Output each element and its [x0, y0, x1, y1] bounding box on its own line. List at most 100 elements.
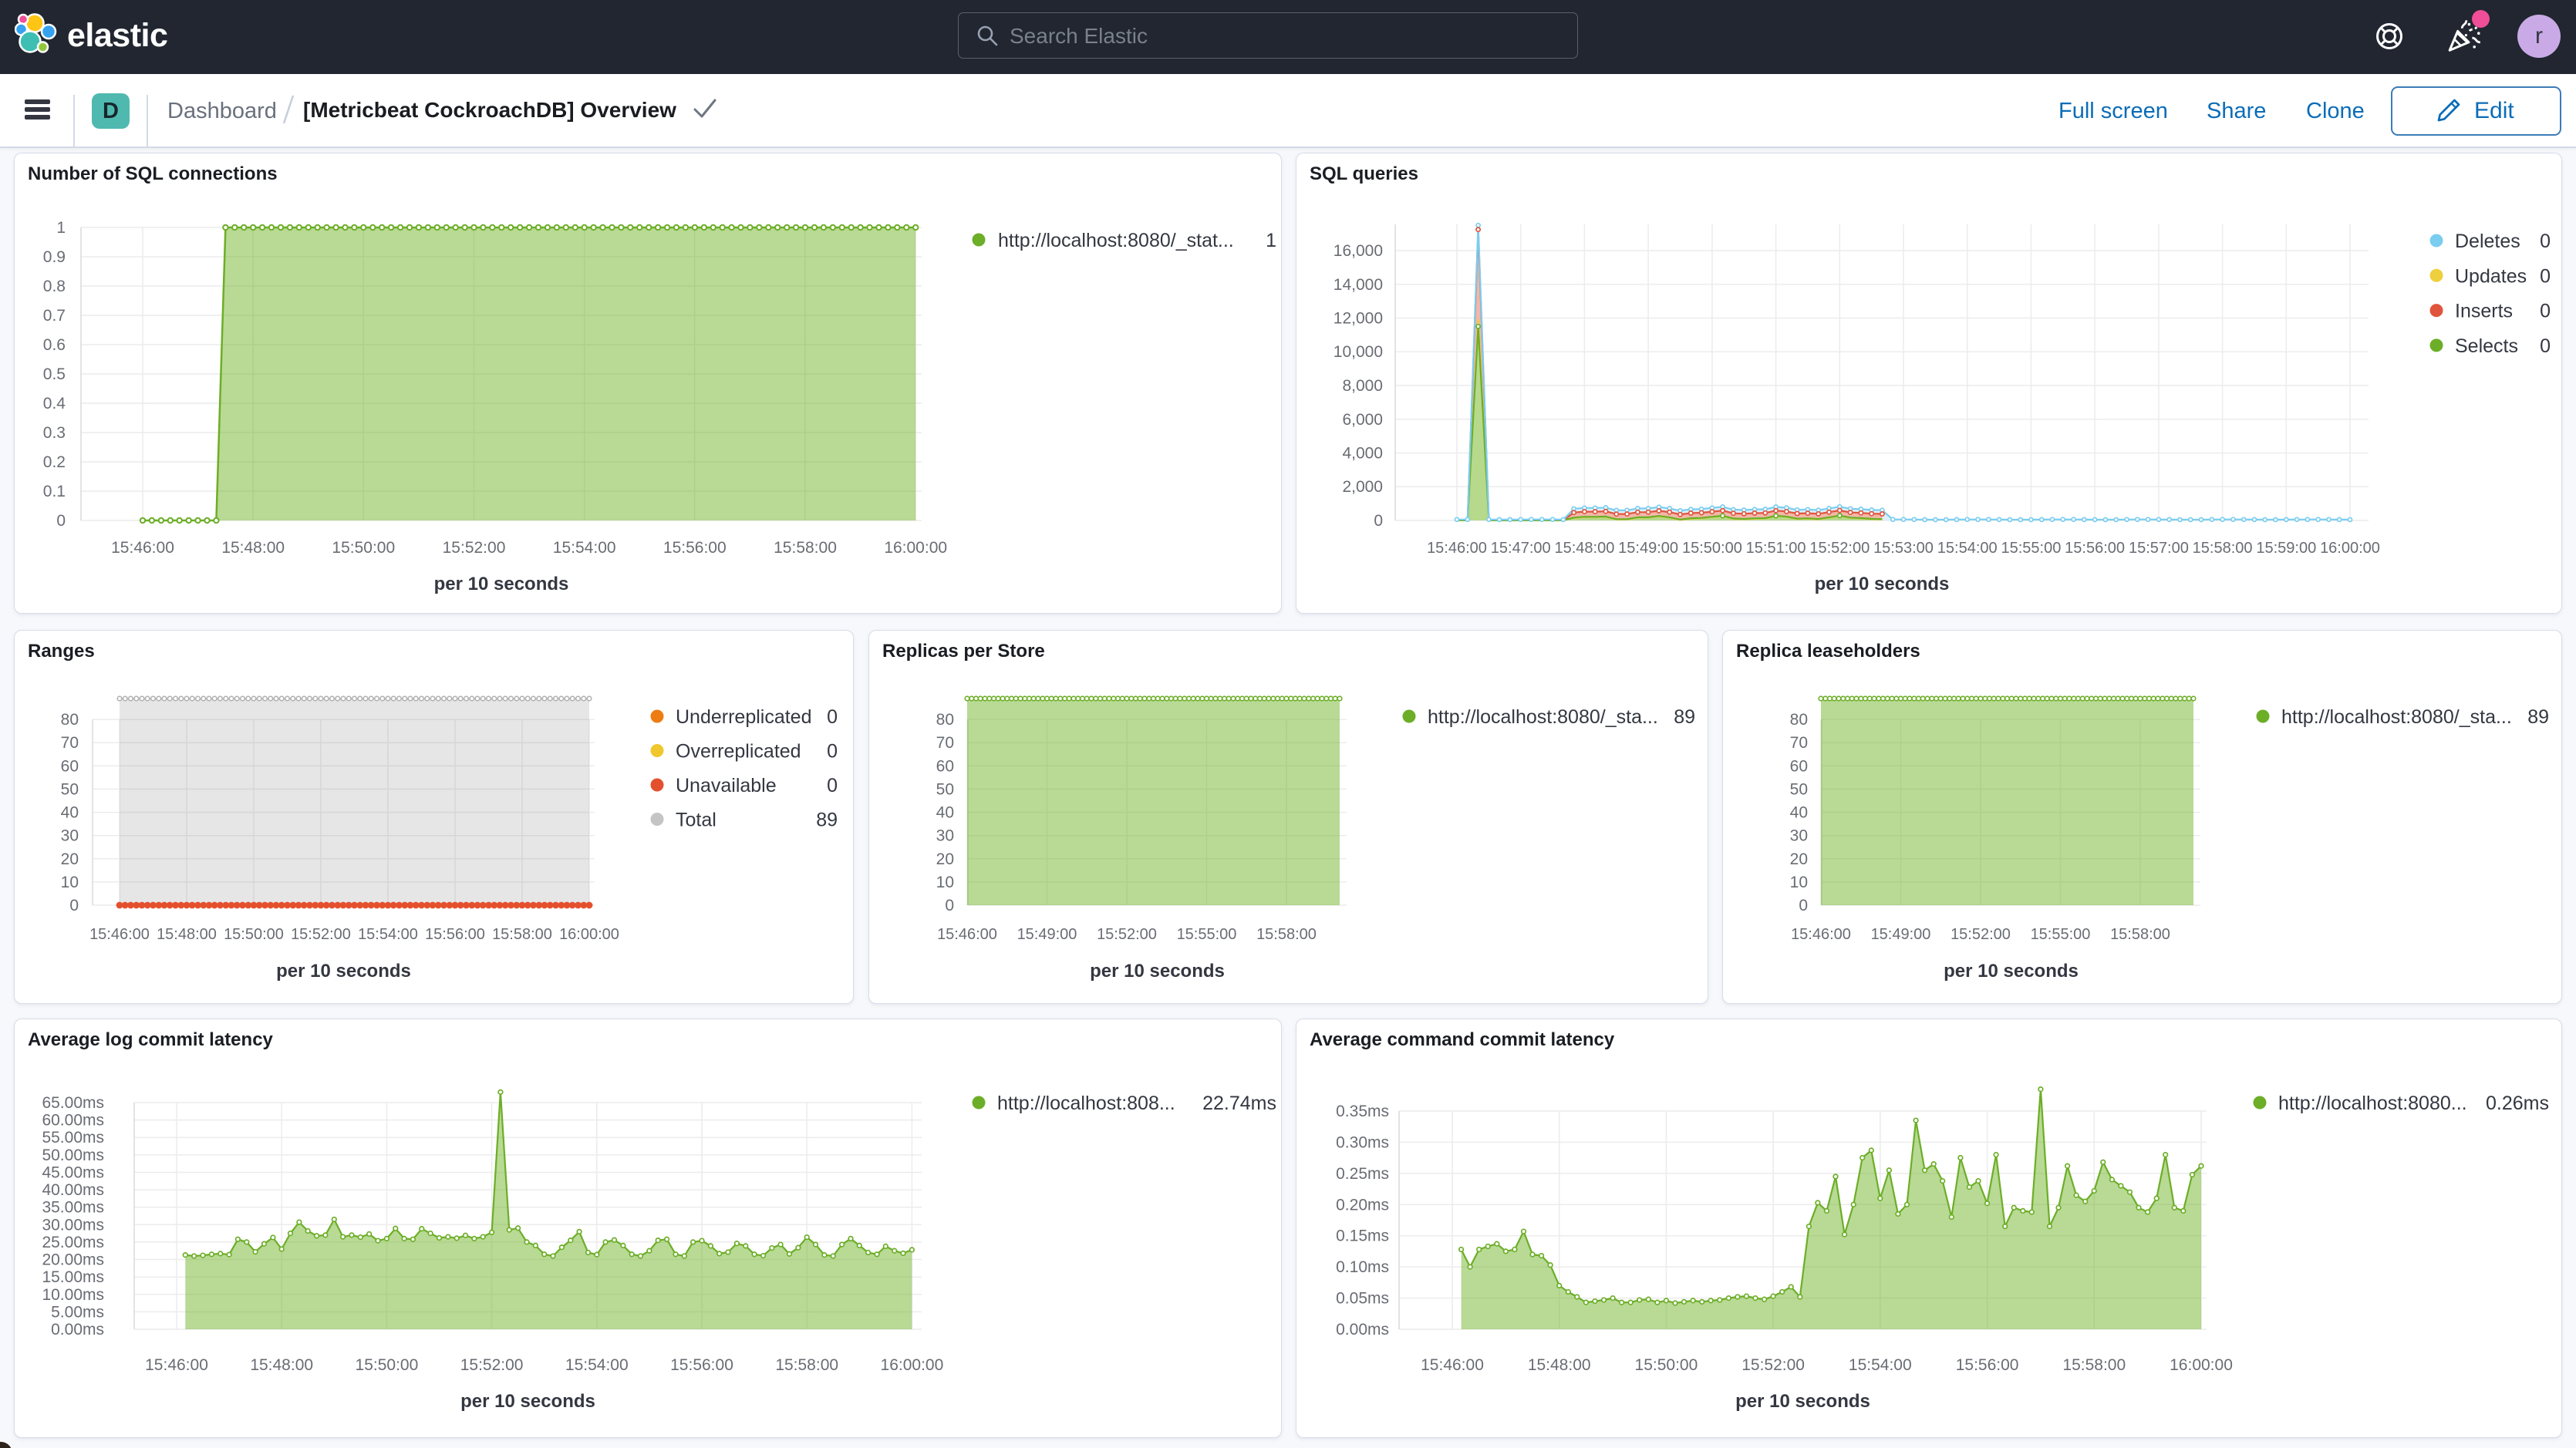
svg-text:70: 70: [936, 734, 954, 752]
svg-text:15.00ms: 15.00ms: [42, 1268, 104, 1286]
svg-text:60: 60: [936, 757, 954, 775]
svg-text:30.00ms: 30.00ms: [42, 1216, 104, 1234]
svg-text:60: 60: [1790, 757, 1808, 775]
svg-text:http://localhost:8080/_sta...: http://localhost:8080/_sta...: [2281, 706, 2512, 728]
svg-text:per 10 seconds: per 10 seconds: [276, 961, 411, 982]
svg-text:per 10 seconds: per 10 seconds: [1735, 1391, 1870, 1412]
svg-text:20: 20: [936, 850, 954, 868]
svg-text:0.6: 0.6: [43, 336, 66, 354]
svg-text:0: 0: [827, 741, 838, 763]
svg-text:80: 80: [61, 711, 79, 729]
svg-text:16:00:00: 16:00:00: [2320, 540, 2380, 557]
svg-text:Unavailable: Unavailable: [676, 775, 777, 796]
svg-text:45.00ms: 45.00ms: [42, 1164, 104, 1182]
svg-text:20: 20: [61, 850, 79, 868]
svg-text:0.05ms: 0.05ms: [1336, 1290, 1389, 1308]
svg-text:15:48:00: 15:48:00: [1528, 1356, 1591, 1374]
svg-text:15:46:00: 15:46:00: [1427, 540, 1487, 557]
svg-text:15:50:00: 15:50:00: [1682, 540, 1742, 557]
svg-text:10,000: 10,000: [1334, 343, 1383, 361]
svg-text:15:50:00: 15:50:00: [224, 926, 284, 943]
svg-text:15:59:00: 15:59:00: [2256, 540, 2316, 557]
svg-text:Underreplicated: Underreplicated: [676, 706, 812, 728]
svg-text:10: 10: [61, 874, 79, 891]
svg-text:15:46:00: 15:46:00: [1791, 926, 1851, 943]
svg-text:Selects: Selects: [2455, 335, 2518, 357]
svg-text:per 10 seconds: per 10 seconds: [1944, 961, 2079, 982]
svg-text:15:48:00: 15:48:00: [221, 539, 285, 557]
svg-text:0.4: 0.4: [43, 395, 66, 413]
svg-text:0.30ms: 0.30ms: [1336, 1133, 1389, 1151]
svg-text:15:52:00: 15:52:00: [1097, 926, 1157, 943]
svg-text:16:00:00: 16:00:00: [881, 1356, 944, 1374]
svg-text:15:54:00: 15:54:00: [1937, 540, 1998, 557]
svg-text:Average command commit latency: Average command commit latency: [1310, 1029, 1615, 1050]
svg-text:0: 0: [827, 706, 838, 728]
svg-text:1: 1: [1266, 230, 1276, 251]
svg-text:0.5: 0.5: [43, 365, 66, 383]
svg-text:16:00:00: 16:00:00: [559, 926, 619, 943]
svg-text:per 10 seconds: per 10 seconds: [1815, 574, 1950, 594]
svg-text:5.00ms: 5.00ms: [51, 1303, 104, 1321]
svg-text:15:52:00: 15:52:00: [291, 926, 351, 943]
svg-text:15:58:00: 15:58:00: [492, 926, 552, 943]
svg-text:15:52:00: 15:52:00: [1809, 540, 1870, 557]
svg-text:Inserts: Inserts: [2455, 301, 2513, 322]
svg-text:70: 70: [61, 734, 79, 752]
svg-text:10: 10: [936, 874, 954, 891]
svg-text:30: 30: [936, 827, 954, 845]
svg-text:50: 50: [936, 780, 954, 798]
svg-text:15:52:00: 15:52:00: [443, 539, 506, 557]
svg-text:16:00:00: 16:00:00: [884, 539, 947, 557]
svg-text:0: 0: [69, 897, 79, 914]
svg-text:15:56:00: 15:56:00: [670, 1356, 733, 1374]
svg-text:0.15ms: 0.15ms: [1336, 1227, 1389, 1245]
svg-text:15:56:00: 15:56:00: [425, 926, 485, 943]
svg-text:20: 20: [1790, 850, 1808, 868]
svg-text:15:49:00: 15:49:00: [1017, 926, 1077, 943]
svg-text:25.00ms: 25.00ms: [42, 1234, 104, 1251]
svg-text:0.9: 0.9: [43, 248, 66, 266]
svg-text:SQL queries: SQL queries: [1310, 163, 1418, 184]
svg-text:55.00ms: 55.00ms: [42, 1129, 104, 1147]
svg-text:89: 89: [2527, 706, 2549, 728]
svg-text:0.20ms: 0.20ms: [1336, 1196, 1389, 1214]
svg-text:0.26ms: 0.26ms: [2486, 1093, 2549, 1114]
svg-text:30: 30: [61, 827, 79, 845]
svg-text:15:58:00: 15:58:00: [774, 539, 837, 557]
svg-text:15:53:00: 15:53:00: [1873, 540, 1934, 557]
svg-text:15:54:00: 15:54:00: [565, 1356, 629, 1374]
svg-text:6,000: 6,000: [1342, 411, 1383, 429]
svg-text:15:49:00: 15:49:00: [1871, 926, 1931, 943]
svg-text:0.8: 0.8: [43, 278, 66, 295]
svg-text:http://localhost:8080...: http://localhost:8080...: [2278, 1093, 2467, 1114]
svg-text:65.00ms: 65.00ms: [42, 1094, 104, 1112]
svg-text:0.1: 0.1: [43, 483, 66, 500]
svg-text:4,000: 4,000: [1342, 445, 1383, 463]
svg-text:40: 40: [1790, 804, 1808, 822]
svg-text:15:46:00: 15:46:00: [145, 1356, 208, 1374]
svg-text:15:52:00: 15:52:00: [1741, 1356, 1805, 1374]
svg-text:Ranges: Ranges: [28, 641, 95, 662]
svg-text:0.3: 0.3: [43, 424, 66, 442]
svg-text:15:49:00: 15:49:00: [1618, 540, 1678, 557]
svg-text:60.00ms: 60.00ms: [42, 1112, 104, 1130]
svg-text:15:55:00: 15:55:00: [1177, 926, 1237, 943]
svg-text:15:55:00: 15:55:00: [2001, 540, 2061, 557]
svg-text:0: 0: [56, 512, 66, 530]
svg-text:per 10 seconds: per 10 seconds: [1090, 961, 1225, 982]
svg-text:15:56:00: 15:56:00: [1956, 1356, 2019, 1374]
svg-text:20.00ms: 20.00ms: [42, 1251, 104, 1269]
svg-text:per 10 seconds: per 10 seconds: [460, 1391, 595, 1412]
svg-text:0.35ms: 0.35ms: [1336, 1103, 1389, 1120]
svg-text:15:50:00: 15:50:00: [1635, 1356, 1698, 1374]
svg-text:Number of SQL connections: Number of SQL connections: [28, 163, 278, 184]
svg-text:60: 60: [61, 757, 79, 775]
svg-text:15:50:00: 15:50:00: [332, 539, 395, 557]
svg-text:15:46:00: 15:46:00: [89, 926, 150, 943]
svg-text:8,000: 8,000: [1342, 377, 1383, 395]
svg-text:15:58:00: 15:58:00: [2062, 1356, 2126, 1374]
svg-text:0: 0: [827, 775, 838, 796]
svg-text:Updates: Updates: [2455, 265, 2527, 287]
svg-text:10.00ms: 10.00ms: [42, 1286, 104, 1304]
